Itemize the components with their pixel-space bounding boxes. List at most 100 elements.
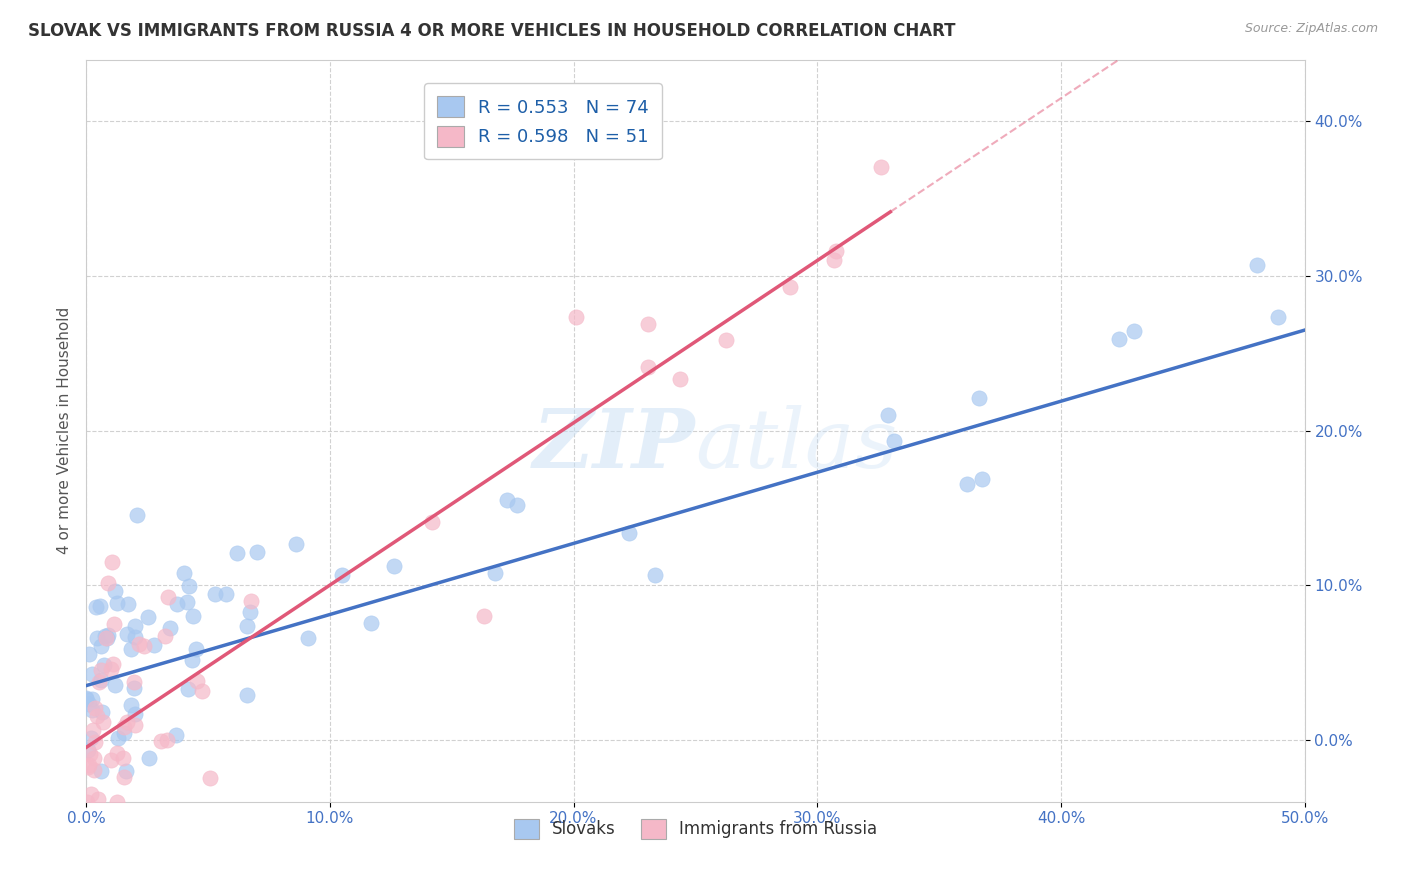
Point [104, 677, 127, 691]
Point [637, 317, 659, 331]
Point [77, 743, 100, 757]
Point [94, 631, 117, 645]
Point [637, 359, 659, 374]
Point [87, 792, 110, 806]
Point [82, 667, 104, 681]
Point [332, 567, 354, 582]
Point [90, 639, 112, 653]
Point [564, 310, 586, 324]
Point [176, 595, 198, 609]
Point [100, 662, 122, 676]
Point [186, 674, 208, 689]
Point [236, 619, 259, 633]
Point [484, 566, 506, 581]
Text: ZIP: ZIP [533, 406, 696, 485]
Point [115, 715, 138, 730]
Point [80, 703, 103, 717]
Point [779, 280, 801, 294]
Point [181, 653, 204, 667]
Point [239, 605, 262, 619]
Point [1246, 258, 1268, 272]
Point [198, 772, 221, 786]
Point [76, 692, 98, 706]
Point [143, 638, 166, 652]
Point [107, 731, 129, 745]
Y-axis label: 4 or more Vehicles in Household: 4 or more Vehicles in Household [58, 307, 72, 554]
Point [82, 723, 104, 737]
Point [1267, 310, 1289, 324]
Point [869, 160, 891, 174]
Point [86, 708, 108, 723]
Point [104, 584, 127, 599]
Point [96, 631, 118, 645]
Point [124, 707, 146, 722]
Point [90, 673, 112, 687]
Point [101, 657, 124, 671]
Point [111, 751, 134, 765]
Point [101, 555, 124, 569]
Point [120, 642, 142, 657]
Point [472, 609, 495, 624]
Point [77, 698, 100, 712]
Point [89, 599, 111, 613]
Point [124, 718, 146, 732]
Point [90, 663, 112, 677]
Point [422, 515, 444, 529]
Point [76, 760, 98, 774]
Point [496, 492, 519, 507]
Point [114, 720, 136, 734]
Point [823, 252, 845, 267]
Point [877, 408, 900, 422]
Point [128, 637, 150, 651]
Point [285, 537, 308, 551]
Point [97, 575, 120, 590]
Point [236, 688, 259, 702]
Point [77, 648, 100, 662]
Point [105, 596, 128, 610]
Point [105, 795, 128, 809]
Point [80, 731, 103, 746]
Text: SLOVAK VS IMMIGRANTS FROM RUSSIA 4 OR MORE VEHICLES IN HOUSEHOLD CORRELATION CHA: SLOVAK VS IMMIGRANTS FROM RUSSIA 4 OR MO… [28, 22, 956, 40]
Point [103, 616, 125, 631]
Point [97, 628, 120, 642]
Point [83, 764, 105, 778]
Point [90, 764, 112, 778]
Point [76, 795, 98, 809]
Point [112, 726, 135, 740]
Point [134, 639, 156, 653]
Point [124, 630, 146, 644]
Point [165, 728, 187, 742]
Point [214, 587, 236, 601]
Point [124, 619, 146, 633]
Point [124, 675, 146, 690]
Point [138, 751, 160, 765]
Point [115, 627, 138, 641]
Point [94, 629, 117, 643]
Point [179, 579, 201, 593]
Point [177, 681, 200, 696]
Point [972, 472, 994, 486]
Point [114, 771, 136, 785]
Point [105, 746, 128, 760]
Point [166, 597, 188, 611]
Point [825, 244, 848, 258]
Point [1123, 324, 1146, 338]
Point [80, 787, 103, 801]
Point [120, 698, 142, 713]
Point [114, 764, 136, 778]
Point [79, 747, 101, 761]
Point [956, 477, 979, 491]
Legend: Slovaks, Immigrants from Russia: Slovaks, Immigrants from Russia [508, 813, 884, 846]
Point [644, 568, 666, 582]
Point [669, 372, 692, 386]
Point [157, 591, 180, 605]
Point [82, 692, 104, 706]
Point [360, 615, 382, 630]
Point [155, 733, 177, 747]
Point [883, 434, 905, 449]
Point [122, 681, 145, 695]
Point [714, 333, 737, 347]
Point [617, 526, 640, 541]
Point [246, 545, 269, 559]
Point [76, 690, 98, 705]
